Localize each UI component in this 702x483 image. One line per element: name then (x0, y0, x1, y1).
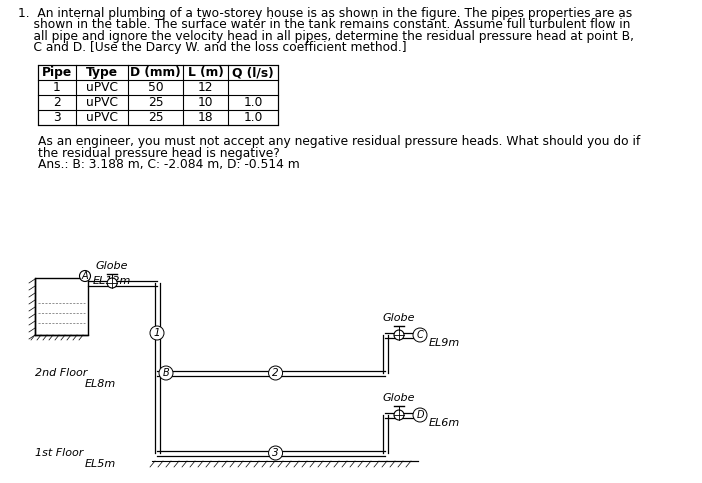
Text: all pipe and ignore the velocity head in all pipes, determine the residual press: all pipe and ignore the velocity head in… (18, 30, 634, 43)
Circle shape (107, 278, 117, 288)
Circle shape (394, 330, 404, 340)
Text: L (m): L (m) (187, 66, 223, 79)
Text: 1.0: 1.0 (244, 96, 263, 109)
Text: 3: 3 (53, 111, 61, 124)
Text: 1st Floor: 1st Floor (35, 448, 84, 458)
Text: A: A (81, 271, 88, 281)
Text: Globe: Globe (96, 261, 128, 271)
Text: Ans.: B: 3.188 m, C: -2.084 m, D: -0.514 m: Ans.: B: 3.188 m, C: -2.084 m, D: -0.514… (38, 158, 300, 171)
Text: 10: 10 (198, 96, 213, 109)
Circle shape (79, 270, 91, 282)
Text: 50: 50 (147, 81, 164, 94)
Text: 1: 1 (53, 81, 61, 94)
Text: 25: 25 (147, 96, 164, 109)
Text: C: C (416, 330, 423, 340)
Text: 3: 3 (272, 448, 279, 458)
Text: 2nd Floor: 2nd Floor (35, 368, 87, 378)
Text: 18: 18 (198, 111, 213, 124)
Bar (38, 65, 278, 125)
Text: EL9m: EL9m (429, 338, 461, 348)
Text: uPVC: uPVC (86, 111, 118, 124)
Text: 2: 2 (272, 368, 279, 378)
Circle shape (150, 326, 164, 340)
Bar (35, 278, 88, 335)
Text: the residual pressure head is negative?: the residual pressure head is negative? (38, 146, 280, 159)
Text: 25: 25 (147, 111, 164, 124)
Circle shape (269, 366, 283, 380)
Text: Globe: Globe (383, 393, 416, 403)
Text: 1.  An internal plumbing of a two-storey house is as shown in the figure. The pi: 1. An internal plumbing of a two-storey … (18, 7, 633, 20)
Text: EL8m: EL8m (85, 379, 117, 389)
Circle shape (413, 408, 427, 422)
Text: shown in the table. The surface water in the tank remains constant. Assume full : shown in the table. The surface water in… (18, 18, 630, 31)
Text: uPVC: uPVC (86, 81, 118, 94)
Text: EL5m: EL5m (85, 459, 117, 469)
Text: Globe: Globe (383, 313, 416, 323)
Text: As an engineer, you must not accept any negative residual pressure heads. What s: As an engineer, you must not accept any … (38, 135, 640, 148)
Circle shape (394, 410, 404, 420)
Text: EL6m: EL6m (429, 418, 461, 428)
Text: 1.0: 1.0 (244, 111, 263, 124)
Text: D (mm): D (mm) (130, 66, 181, 79)
Text: C and D. [Use the Darcy W. and the loss coefficient method.]: C and D. [Use the Darcy W. and the loss … (18, 42, 406, 55)
Circle shape (413, 328, 427, 342)
Text: 1: 1 (154, 328, 160, 338)
Circle shape (269, 446, 283, 460)
Text: D: D (416, 410, 424, 420)
Text: 12: 12 (198, 81, 213, 94)
Circle shape (159, 366, 173, 380)
Text: B: B (163, 368, 169, 378)
Text: 2: 2 (53, 96, 61, 109)
Text: Q (l/s): Q (l/s) (232, 66, 274, 79)
Text: Type: Type (86, 66, 118, 79)
Text: uPVC: uPVC (86, 96, 118, 109)
Text: Pipe: Pipe (42, 66, 72, 79)
Text: EL12m: EL12m (93, 276, 131, 286)
